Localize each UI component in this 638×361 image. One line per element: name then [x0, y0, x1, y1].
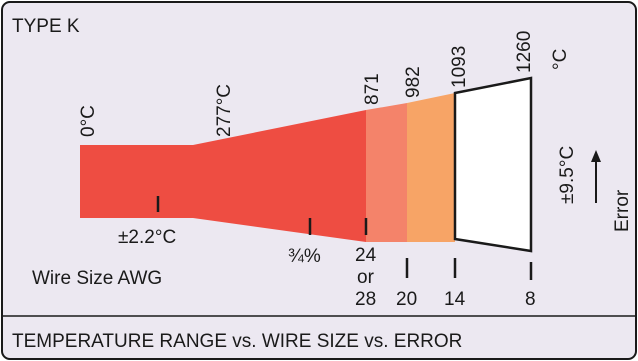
range-band-982-1093	[407, 93, 455, 242]
range-band-871-982	[366, 103, 407, 242]
awg-value-24: 24	[355, 245, 377, 266]
awg-value-8: 8	[525, 289, 536, 310]
range-band-0-871	[80, 110, 366, 242]
wire-size-label: Wire Size AWG	[32, 268, 162, 289]
up-arrow-icon	[591, 150, 601, 162]
temp-label-982: 982	[403, 66, 424, 98]
temp-unit-label: °C	[550, 49, 571, 70]
error-label-low: ±2.2°C	[118, 227, 176, 248]
awg-value-or: or	[357, 267, 375, 288]
diagram-caption: TEMPERATURE RANGE vs. WIRE SIZE vs. ERRO…	[12, 331, 462, 352]
temp-label-277c: 277°C	[214, 84, 235, 137]
temp-label-0c: 0°C	[78, 105, 99, 137]
temp-label-1260: 1260	[514, 31, 535, 73]
awg-value-14: 14	[444, 289, 466, 310]
diagram-title: TYPE K	[12, 16, 80, 37]
temp-label-871: 871	[362, 73, 383, 105]
error-label-mid: ¾%	[288, 246, 321, 267]
awg-value-20: 20	[396, 289, 417, 310]
temp-label-1093: 1093	[449, 46, 470, 88]
error-axis-label: Error	[612, 189, 633, 232]
awg-value-28: 28	[355, 289, 376, 310]
range-band-1093-1260	[453, 76, 533, 253]
error-label-high: ±9.5°C	[557, 146, 578, 204]
